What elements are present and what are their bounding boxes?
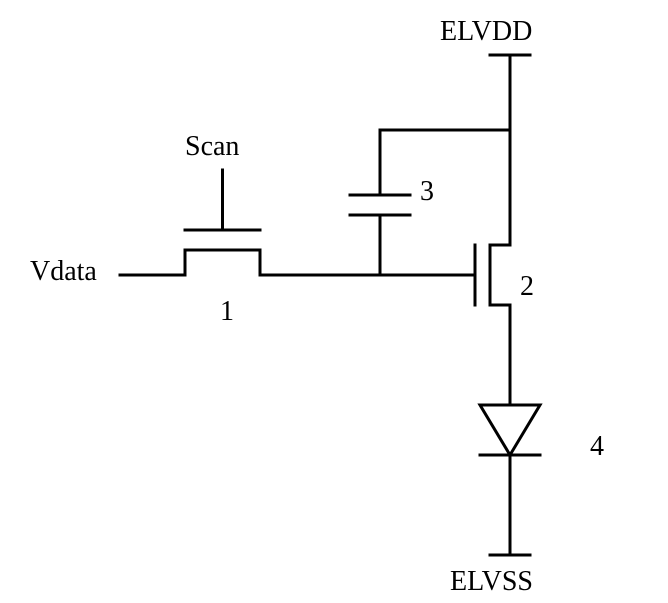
diode-triangle [480, 405, 540, 455]
label-t1: 1 [220, 296, 234, 327]
label-diode: 4 [590, 431, 604, 462]
label-elvdd: ELVDD [440, 16, 532, 47]
label-scan: Scan [185, 131, 239, 162]
label-vdata: Vdata [30, 256, 97, 287]
label-elvss: ELVSS [450, 566, 533, 597]
label-t2: 2 [520, 271, 534, 302]
label-cap: 3 [420, 176, 434, 207]
